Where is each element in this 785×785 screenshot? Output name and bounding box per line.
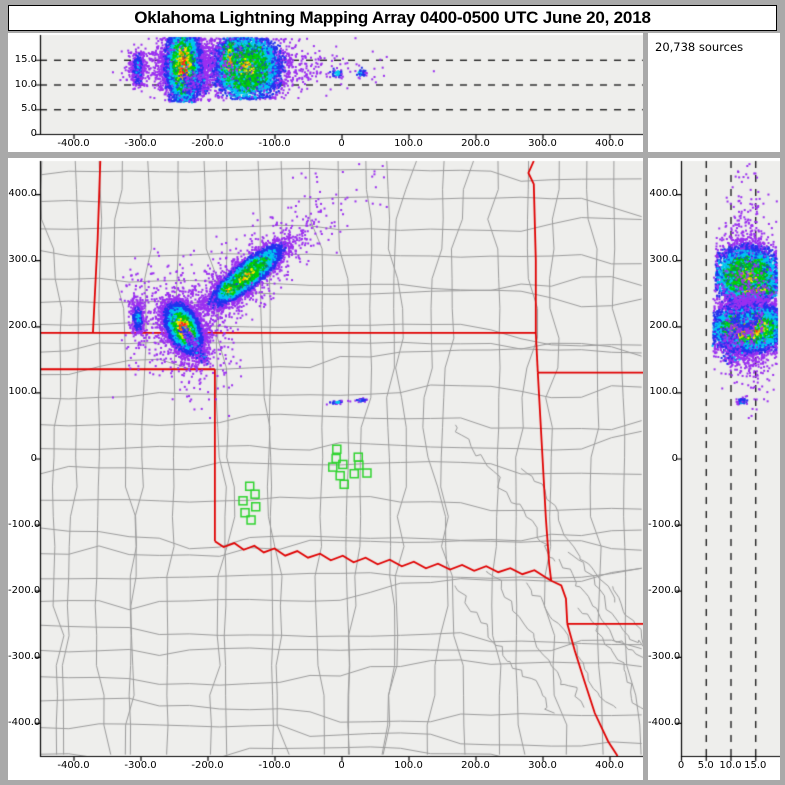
ns-alt-tick-label: 15.0: [744, 760, 767, 771]
map-x-tick-label: -400.0: [57, 760, 90, 771]
ns-y-tick-label: 400.0: [649, 188, 678, 200]
ns-y-tick-label: 300.0: [649, 254, 678, 266]
ns-altitude-panel: 0 5.0 10.0 15.0 400.0 300.0 200.0 100.0 0 -100.0 -…: [648, 158, 780, 780]
ns-altitude-canvas: [648, 158, 780, 780]
ew-x-tick-label: 100.0: [394, 138, 423, 149]
ns-alt-tick-label: 0: [677, 760, 685, 771]
map-y-tick-label: -400.0: [8, 716, 41, 728]
sources-count-box: 20,738 sources: [648, 33, 780, 152]
map-y-tick-label: -200.0: [8, 584, 41, 596]
map-x-tick-label: -300.0: [124, 760, 157, 771]
ew-altitude-panel: -400.0 -300.0 -200.0 -100.0 0 100.0 200.0 300.0…: [8, 33, 643, 152]
map-x-tick-label: 300.0: [528, 760, 557, 771]
map-y-tick-label: 100.0: [8, 386, 37, 398]
plan-view-map-canvas: [8, 158, 643, 780]
ns-y-tick-label: -400.0: [648, 716, 681, 728]
ns-y-tick-label: 0: [671, 452, 678, 464]
map-y-tick-label: -100.0: [8, 518, 41, 530]
ew-x-tick-label: 400.0: [595, 138, 624, 149]
ns-alt-tick-label: 5.0: [697, 760, 714, 771]
title-bar: Oklahoma Lightning Mapping Array 0400-05…: [8, 5, 777, 31]
ew-x-tick-label: -100.0: [258, 138, 291, 149]
ew-altitude-canvas: [8, 33, 643, 152]
ew-alt-tick-label: 10.0: [14, 78, 37, 90]
ns-alt-tick-label: 10.0: [719, 760, 742, 771]
map-x-tick-label: -200.0: [191, 760, 224, 771]
map-x-tick-label: -100.0: [258, 760, 291, 771]
sources-count-label: 20,738 sources: [655, 40, 744, 54]
ew-x-tick-label: -400.0: [57, 138, 90, 149]
ns-y-tick-label: -200.0: [648, 584, 681, 596]
map-x-tick-label: 400.0: [595, 760, 624, 771]
ew-x-tick-label: 200.0: [461, 138, 490, 149]
plan-view-map-panel: -400.0 -300.0 -200.0 -100.0 0 100.0 200.0 300.0…: [8, 158, 643, 780]
map-x-tick-label: 100.0: [394, 760, 423, 771]
ew-alt-tick-label: 0: [30, 128, 37, 139]
ew-alt-tick-label: 5.0: [21, 103, 37, 115]
map-x-tick-label: 0: [338, 760, 345, 771]
ew-alt-tick-label: 15.0: [14, 53, 37, 65]
map-y-tick-label: 400.0: [8, 188, 37, 200]
ns-y-tick-label: -300.0: [648, 650, 681, 662]
ns-y-tick-label: 100.0: [649, 386, 678, 398]
plot-title: Oklahoma Lightning Mapping Array 0400-05…: [134, 8, 651, 27]
map-y-tick-label: 300.0: [8, 254, 37, 266]
map-y-tick-label: 0: [30, 452, 37, 464]
ns-y-tick-label: 200.0: [649, 320, 678, 332]
map-y-tick-label: -300.0: [8, 650, 41, 662]
ns-y-tick-label: -100.0: [648, 518, 681, 530]
map-x-tick-label: 200.0: [461, 760, 490, 771]
ew-x-tick-label: 0: [338, 138, 345, 149]
map-y-tick-label: 200.0: [8, 320, 37, 332]
ew-x-tick-label: -200.0: [191, 138, 224, 149]
ew-x-tick-label: 300.0: [528, 138, 557, 149]
ew-x-tick-label: -300.0: [124, 138, 157, 149]
